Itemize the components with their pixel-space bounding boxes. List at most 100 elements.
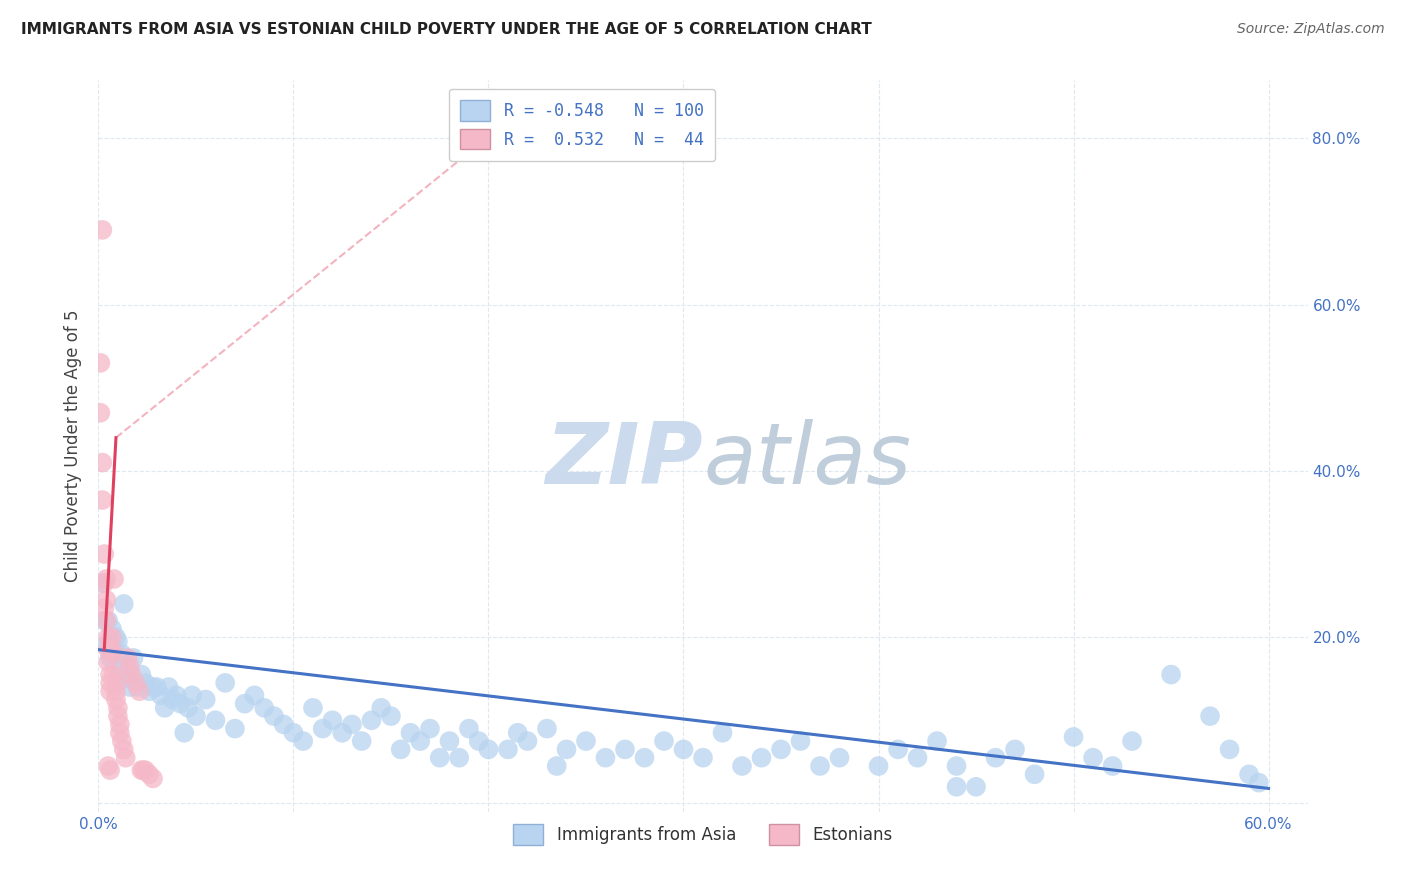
Point (112, 597, 135, 611)
Point (652, 734, 675, 748)
Point (97, 630, 120, 644)
Point (127, 680, 149, 694)
Point (114, 750, 136, 764)
Point (458, 722, 481, 736)
Point (103, 642, 125, 657)
Point (292, 734, 315, 748)
Point (112, 742, 135, 756)
Point (153, 701, 176, 715)
Point (108, 725, 131, 739)
Point (117, 651, 139, 665)
Point (93, 614, 115, 628)
Point (808, 759, 831, 773)
Point (263, 709, 285, 723)
Point (103, 572, 125, 586)
Point (283, 725, 305, 739)
Point (107, 701, 129, 715)
Point (124, 676, 146, 690)
Text: atlas: atlas (703, 419, 911, 502)
Point (370, 701, 392, 715)
Point (93, 601, 115, 615)
Point (131, 667, 153, 681)
Point (506, 725, 529, 739)
Point (409, 734, 432, 748)
Point (122, 651, 145, 665)
Point (91, 223, 114, 237)
Point (214, 676, 236, 690)
Point (96, 572, 118, 586)
Point (118, 659, 141, 673)
Point (1063, 730, 1085, 744)
Point (101, 630, 124, 644)
Point (224, 722, 246, 736)
Point (1219, 742, 1241, 756)
Point (89, 406, 111, 420)
Point (887, 742, 910, 756)
Point (134, 763, 156, 777)
Point (1160, 667, 1182, 681)
Point (107, 634, 129, 648)
Point (169, 697, 191, 711)
Point (340, 717, 363, 731)
Point (751, 750, 773, 764)
Point (312, 722, 335, 736)
Point (692, 750, 714, 764)
Point (97, 614, 120, 628)
Point (419, 722, 441, 736)
Point (181, 689, 204, 703)
Point (97, 759, 120, 773)
Point (132, 763, 155, 777)
Point (108, 717, 131, 731)
Point (769, 742, 792, 756)
Point (177, 701, 200, 715)
Point (711, 725, 734, 739)
Point (516, 734, 538, 748)
Point (273, 717, 295, 731)
Point (101, 647, 124, 661)
Point (134, 676, 156, 690)
Point (142, 680, 165, 694)
Point (97, 642, 120, 657)
Text: IMMIGRANTS FROM ASIA VS ESTONIAN CHILD POVERTY UNDER THE AGE OF 5 CORRELATION CH: IMMIGRANTS FROM ASIA VS ESTONIAN CHILD P… (21, 22, 872, 37)
Point (1247, 775, 1270, 789)
Point (111, 647, 134, 661)
Point (945, 759, 967, 773)
Point (91, 576, 114, 591)
Point (1121, 734, 1143, 748)
Point (104, 630, 127, 644)
Point (253, 701, 276, 715)
Point (93, 547, 115, 561)
Point (98, 651, 121, 665)
Point (965, 780, 987, 794)
Point (103, 667, 125, 681)
Point (97, 655, 120, 669)
Point (104, 684, 127, 698)
Point (350, 734, 373, 748)
Point (360, 714, 382, 728)
Point (439, 734, 461, 748)
Point (108, 664, 131, 678)
Point (925, 734, 948, 748)
Point (118, 680, 141, 694)
Point (1199, 709, 1222, 723)
Point (429, 750, 451, 764)
Point (98, 676, 121, 690)
Point (907, 750, 929, 764)
Point (184, 709, 207, 723)
Point (595, 750, 617, 764)
Point (146, 680, 169, 694)
Point (449, 750, 471, 764)
Point (104, 676, 127, 690)
Point (91, 456, 114, 470)
Point (204, 714, 226, 728)
Point (330, 725, 353, 739)
Point (1004, 742, 1026, 756)
Point (98, 763, 121, 777)
Point (536, 722, 558, 736)
Point (945, 780, 967, 794)
Point (111, 734, 134, 748)
Point (157, 680, 180, 694)
Y-axis label: Child Poverty Under the Age of 5: Child Poverty Under the Age of 5 (65, 310, 83, 582)
Point (467, 734, 489, 748)
Point (496, 742, 519, 756)
